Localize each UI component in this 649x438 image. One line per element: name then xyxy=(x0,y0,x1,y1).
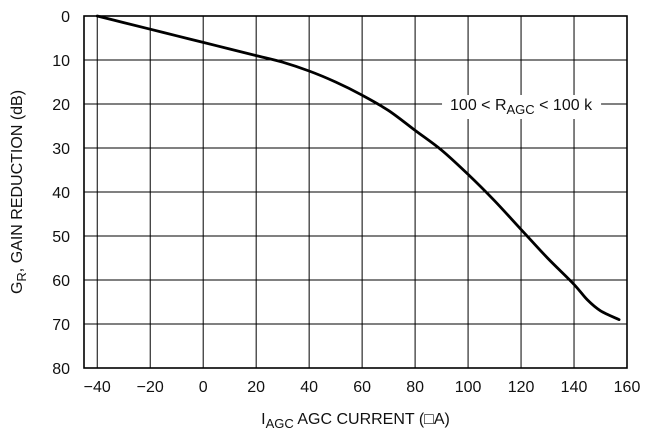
grid-lines xyxy=(84,16,627,368)
y-tick-label: 80 xyxy=(52,361,70,378)
x-tick-label: 120 xyxy=(508,379,535,396)
x-tick-label: 20 xyxy=(247,379,265,396)
x-tick-label: 160 xyxy=(614,379,641,396)
y-tick-label: 40 xyxy=(52,185,70,202)
x-tick-label: 140 xyxy=(561,379,588,396)
x-tick-labels: −40 −20 0 20 40 60 80 100 120 140 160 xyxy=(84,379,641,396)
x-axis-label: IAGC AGC CURRENT (□A) xyxy=(261,411,450,431)
x-tick-label: 0 xyxy=(199,379,208,396)
x-tick-label: −20 xyxy=(137,379,164,396)
y-tick-label: 60 xyxy=(52,273,70,290)
x-tick-label: −40 xyxy=(84,379,111,396)
series-line-gain-reduction xyxy=(97,16,619,320)
y-tick-label: 0 xyxy=(61,9,70,26)
y-tick-labels: 0 10 20 30 40 50 60 70 80 xyxy=(52,9,70,378)
y-axis-label: GR, GAIN REDUCTION (dB) xyxy=(9,90,29,294)
y-tick-label: 10 xyxy=(52,53,70,70)
y-tick-label: 30 xyxy=(52,141,70,158)
y-tick-label: 50 xyxy=(52,229,70,246)
x-tick-label: 100 xyxy=(455,379,482,396)
x-tick-label: 40 xyxy=(300,379,318,396)
y-tick-label: 70 xyxy=(52,317,70,334)
x-tick-label: 60 xyxy=(353,379,371,396)
x-tick-label: 80 xyxy=(406,379,424,396)
y-tick-label: 20 xyxy=(52,97,70,114)
